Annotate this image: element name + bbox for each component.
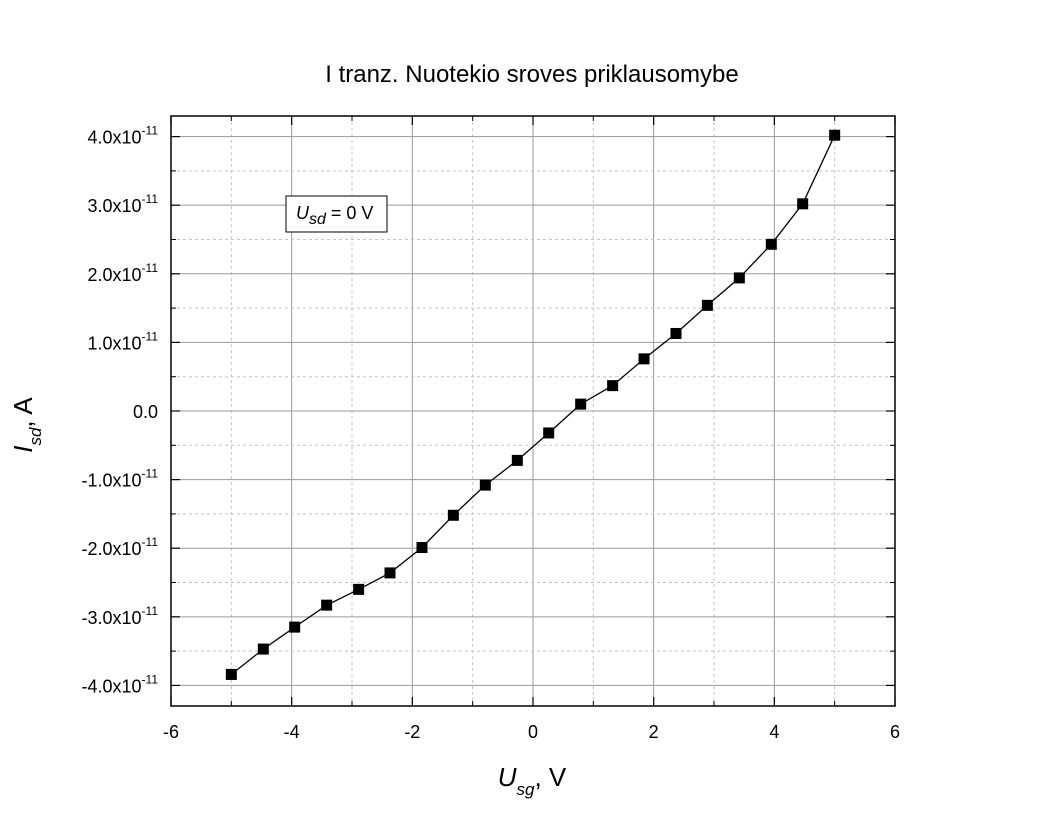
data-point [543, 427, 555, 439]
data-point [447, 509, 459, 521]
data-point [670, 327, 682, 339]
data-point [321, 599, 333, 611]
y-tick-exponent: -11 [142, 672, 159, 686]
y-tick-label: -2.0x10-11 [82, 535, 159, 559]
x-axis-label: Usg, V [498, 762, 567, 799]
data-point [607, 380, 619, 392]
y-tick-exponent: -11 [142, 261, 159, 275]
data-point [289, 621, 301, 633]
x-tick-label: -2 [404, 722, 420, 742]
y-tick-mantissa: 4.0x10 [88, 128, 142, 148]
y-tick-label: -3.0x10-11 [82, 604, 159, 628]
x-tick-label: 6 [890, 722, 900, 742]
y-tick-label: 3.0x10-11 [88, 192, 159, 216]
x-axis-label-suffix: , V [534, 762, 566, 792]
y-tick-label: -4.0x10-11 [82, 672, 159, 696]
x-axis-label-sub: sg [517, 780, 536, 799]
y-axis-label: Isd, A [8, 397, 45, 453]
x-tick-label: -6 [163, 722, 179, 742]
data-point [479, 479, 491, 491]
data-point [353, 583, 365, 595]
y-tick-label: -1.0x10-11 [82, 467, 159, 491]
y-tick-mantissa: 1.0x10 [88, 333, 142, 353]
data-point [797, 198, 809, 210]
y-tick-exponent: -11 [142, 329, 159, 343]
x-axis-label-main: U [498, 762, 517, 792]
x-tick-label: 0 [528, 722, 538, 742]
x-tick-label: 2 [649, 722, 659, 742]
data-point [511, 454, 523, 466]
data-point [701, 299, 713, 311]
y-tick-mantissa: 3.0x10 [88, 196, 142, 216]
series-markers [225, 129, 841, 680]
x-tick-label: 4 [769, 722, 779, 742]
annotation: Usd = 0 V [285, 195, 388, 233]
y-tick-exponent: -11 [142, 124, 159, 138]
y-tick-exponent: -11 [142, 467, 159, 481]
y-axis-label-suffix: , A [8, 397, 38, 428]
y-tick-label: 4.0x10-11 [88, 124, 159, 148]
annotation-box [285, 195, 388, 233]
annotation-text: Usd = 0 V [296, 203, 373, 228]
data-point [384, 567, 396, 579]
y-tick-label: 0.0 [133, 402, 158, 422]
data-point [733, 272, 745, 284]
y-tick-mantissa: -3.0x10 [82, 608, 142, 628]
chart-title: I tranz. Nuotekio sroves priklausomybe [325, 61, 739, 88]
y-axis-label-main: I [8, 446, 38, 453]
grid [171, 116, 895, 706]
data-point [225, 668, 237, 680]
y-tick-exponent: -11 [142, 192, 159, 206]
axis-ticks [170, 116, 896, 706]
y-tick-mantissa: -1.0x10 [82, 471, 142, 491]
data-point [416, 542, 428, 554]
data-point [829, 129, 841, 141]
x-tick-label: -4 [284, 722, 300, 742]
y-tick-mantissa: -4.0x10 [82, 676, 142, 696]
y-tick-label: 2.0x10-11 [88, 261, 159, 285]
data-point [638, 353, 650, 365]
y-tick-mantissa: 2.0x10 [88, 265, 142, 285]
y-axis-label-sub: sd [26, 427, 45, 446]
annotation-sub: sd [309, 211, 327, 228]
y-tick-mantissa: -2.0x10 [82, 539, 142, 559]
y-tick-exponent: -11 [142, 604, 159, 618]
data-point [575, 398, 587, 410]
y-tick-label: 1.0x10-11 [88, 329, 159, 353]
annotation-main: U [296, 203, 310, 223]
annotation-suffix: = 0 V [326, 203, 374, 223]
tick-labels: -6 -4 -2 0 2 4 64.0x10-113.0x10-112.0x10-111.0… [82, 124, 901, 742]
y-tick-exponent: -11 [142, 535, 159, 549]
data-point [257, 643, 269, 655]
data-point [765, 238, 777, 250]
